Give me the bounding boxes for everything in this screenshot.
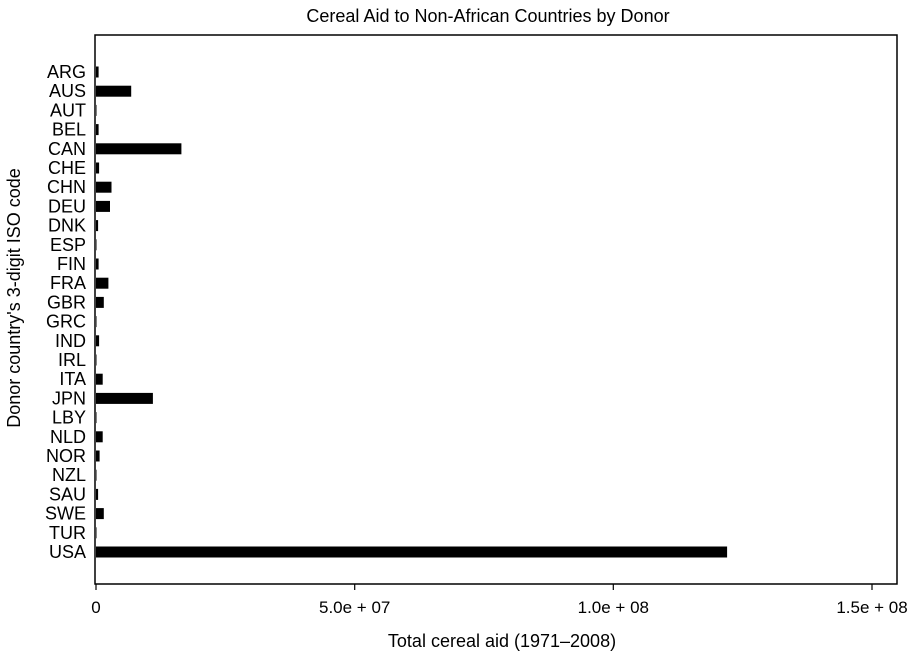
x-tick-label: 1.0e + 08 — [578, 598, 649, 617]
y-tick-label: NOR — [46, 446, 86, 466]
bar-irl — [96, 354, 97, 366]
x-axis: 0 5.0e + 07 1.0e + 08 1.5e + 08 — [91, 584, 908, 617]
y-tick-label: IRL — [58, 350, 86, 370]
bar-nld — [96, 431, 103, 443]
y-tick-label: GBR — [47, 292, 86, 312]
y-tick-label: DNK — [48, 216, 86, 236]
bar-bel — [96, 124, 99, 136]
y-tick-label: CAN — [48, 139, 86, 159]
y-tick-label: FRA — [50, 273, 86, 293]
bar-aus — [96, 85, 132, 97]
y-tick-label: IND — [55, 331, 86, 351]
bar-ita — [96, 373, 103, 385]
bar-dnk — [96, 220, 99, 232]
y-tick-label: CHE — [48, 158, 86, 178]
y-axis-label: Donor country's 3-digit ISO code — [4, 168, 24, 428]
bar-jpn — [96, 392, 153, 404]
y-tick-label: LBY — [52, 408, 86, 428]
x-axis-label: Total cereal aid (1971–2008) — [388, 631, 616, 651]
bar-chn — [96, 181, 112, 193]
bar-lby — [96, 412, 97, 424]
y-tick-label: ESP — [50, 235, 86, 255]
bar-can — [96, 143, 182, 155]
x-tick-label: 5.0e + 07 — [319, 598, 390, 617]
x-tick-label: 0 — [91, 598, 100, 617]
bars — [96, 66, 728, 558]
bar-che — [96, 162, 100, 174]
bar-fin — [96, 258, 99, 270]
bar-gbr — [96, 296, 104, 308]
bar-grc — [96, 316, 97, 328]
chart-title: Cereal Aid to Non-African Countries by D… — [306, 6, 669, 26]
y-tick-label: NLD — [50, 427, 86, 447]
y-tick-label: SWE — [45, 504, 86, 524]
bar-tur — [96, 527, 97, 539]
y-tick-label: BEL — [52, 120, 86, 140]
y-tick-label: DEU — [48, 196, 86, 216]
bar-deu — [96, 200, 110, 212]
bar-nzl — [96, 469, 97, 481]
y-tick-label: AUT — [50, 100, 86, 120]
y-tick-label: ARG — [47, 62, 86, 82]
bar-arg — [96, 66, 99, 78]
y-tick-label: NZL — [52, 465, 86, 485]
bar-aut — [96, 104, 97, 116]
bar-swe — [96, 508, 104, 520]
bar-fra — [96, 277, 109, 289]
y-tick-label: GRC — [46, 312, 86, 332]
y-tick-label: USA — [49, 542, 86, 562]
bar-sau — [96, 488, 99, 500]
bar-nor — [96, 450, 100, 462]
y-tick-label: CHN — [47, 177, 86, 197]
bar-usa — [96, 546, 728, 558]
x-tick-label: 1.5e + 08 — [836, 598, 907, 617]
y-tick-label: TUR — [49, 523, 86, 543]
y-tick-label: JPN — [52, 388, 86, 408]
bar-esp — [96, 239, 97, 251]
y-tick-label: SAU — [49, 484, 86, 504]
y-tick-label: AUS — [49, 81, 86, 101]
y-axis: ARGAUSAUTBELCANCHECHNDEUDNKESPFINFRAGBRG… — [45, 62, 86, 562]
y-tick-label: FIN — [57, 254, 86, 274]
bar-ind — [96, 335, 100, 347]
plot-frame — [94, 34, 898, 585]
y-tick-label: ITA — [59, 369, 86, 389]
